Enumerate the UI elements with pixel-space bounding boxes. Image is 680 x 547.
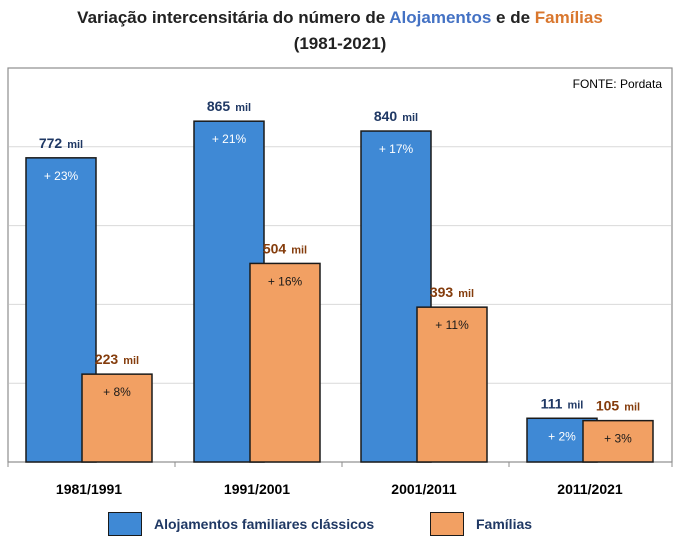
value-label: 504 mil xyxy=(263,240,307,256)
value-label: 393 mil xyxy=(430,284,474,300)
value-label: 105 mil xyxy=(596,398,640,414)
pct-label: + 8% xyxy=(103,385,131,399)
legend-swatch-orange xyxy=(430,512,464,536)
gridlines xyxy=(9,146,671,384)
x-tick-label: 1991/2001 xyxy=(224,481,290,497)
bar-familias-2011-2021 xyxy=(582,419,654,463)
value-label: 865 mil xyxy=(207,98,251,114)
source-label: FONTE: Pordata xyxy=(573,77,663,91)
x-tick-label: 2001/2011 xyxy=(391,481,457,497)
bar-chart: 772 mil + 23% 865 mil + 21% 840 mil + 17% 111 mil +… xyxy=(7,67,673,497)
title-middle: e de xyxy=(491,8,535,27)
bar-familias-2001-2011 xyxy=(416,306,488,463)
title-series-familias: Famílias xyxy=(534,8,603,27)
value-label: 772 mil xyxy=(39,135,83,151)
pct-label: + 11% xyxy=(435,318,469,332)
bar-familias-1981-1991 xyxy=(81,373,153,463)
x-axis: 1981/1991 1991/2001 2001/2011 2011/2021 xyxy=(7,462,673,497)
pct-label: + 17% xyxy=(379,142,414,156)
legend-item-familias: Famílias xyxy=(430,512,532,536)
chart-title: Variação intercensitária do número de Al… xyxy=(0,6,680,30)
bar-familias-1991-2001 xyxy=(249,262,321,463)
data-labels: 772 mil + 23% 865 mil + 21% 840 mil + 17% 111 mil +… xyxy=(39,98,640,445)
pct-label: + 21% xyxy=(212,132,247,146)
value-label: 223 mil xyxy=(95,351,139,367)
x-tick-label: 1981/1991 xyxy=(56,481,122,497)
legend-label-familias: Famílias xyxy=(476,516,533,532)
chart-subtitle-period: (1981-2021) xyxy=(293,34,387,53)
legend-swatch-blue xyxy=(108,512,142,536)
plot-frame xyxy=(7,67,673,463)
value-label: 840 mil xyxy=(374,108,418,124)
legend-item-alojamentos: Alojamentos familiares clássicos xyxy=(108,512,374,536)
pct-label: + 3% xyxy=(604,432,632,446)
pct-label: + 2% xyxy=(548,429,576,443)
title-series-alojamentos: Alojamentos xyxy=(389,8,492,27)
legend: Alojamentos familiares clássicos Família… xyxy=(0,512,680,540)
pct-label: + 16% xyxy=(268,274,303,288)
bars xyxy=(25,120,654,463)
title-prefix: Variação intercensitária do número de xyxy=(77,8,390,27)
x-tick-label: 2011/2021 xyxy=(557,481,623,497)
pct-label: + 23% xyxy=(44,169,79,183)
value-label: 111 mil xyxy=(541,395,584,411)
legend-label-alojamentos: Alojamentos familiares clássicos xyxy=(154,516,375,532)
